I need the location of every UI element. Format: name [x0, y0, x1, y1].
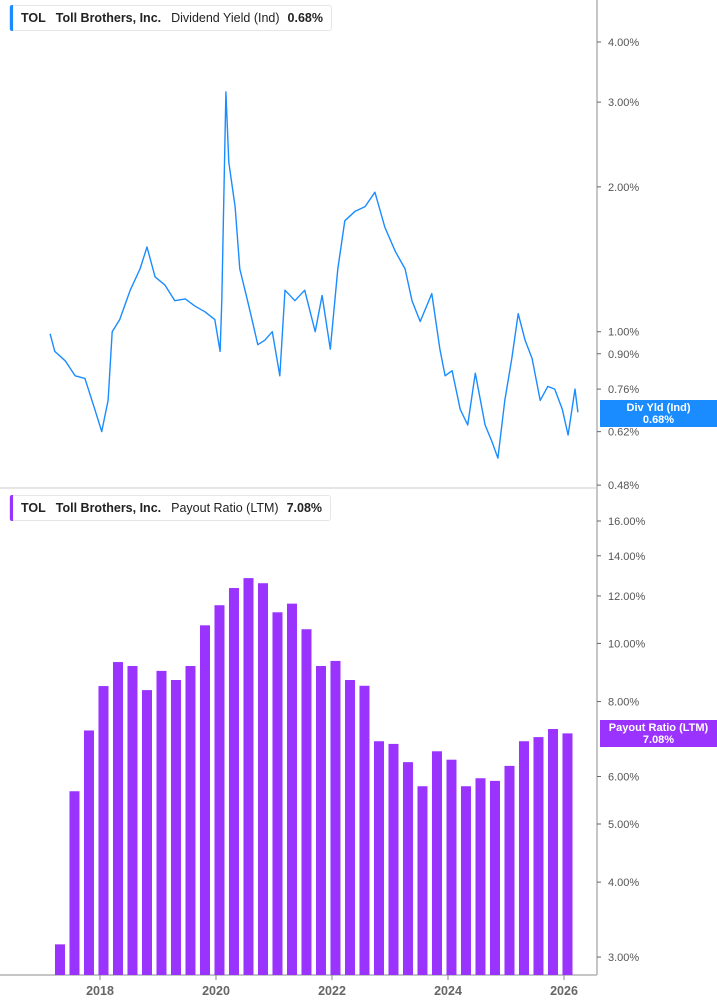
- payout-bar: [98, 686, 109, 975]
- payout-bar: [388, 743, 399, 975]
- yield-axis-tick-label: 0.90%: [608, 349, 639, 361]
- payout-bar: [272, 612, 283, 975]
- payout-axis-tick-label: 8.00%: [608, 697, 639, 709]
- payout-bar: [199, 625, 210, 975]
- x-tick-label: 2024: [434, 984, 462, 998]
- payout-bar: [373, 741, 384, 975]
- company-name: Toll Brothers, Inc.: [55, 501, 162, 515]
- payout-axis-tick-label: 12.00%: [608, 591, 646, 603]
- payout-axis-tick-label: 6.00%: [608, 772, 639, 784]
- payout-bar: [141, 690, 152, 975]
- payout-bar: [185, 666, 196, 975]
- tag-label: Payout Ratio (LTM): [608, 722, 709, 734]
- payout-bar: [257, 583, 268, 975]
- yield-axis-tick-label: 4.00%: [608, 37, 639, 49]
- ticker: TOL: [21, 501, 46, 515]
- x-tick-label: 2026: [550, 984, 578, 998]
- x-tick-label: 2022: [318, 984, 346, 998]
- payout-bar: [562, 733, 573, 975]
- current-payout-tag: Payout Ratio (LTM) 7.08%: [600, 720, 717, 747]
- series-color-swatch: [10, 495, 13, 521]
- ticker: TOL: [21, 11, 46, 25]
- bottom-legend: TOL Toll Brothers, Inc. Payout Ratio (LT…: [9, 495, 332, 521]
- yield-axis-tick-label: 1.00%: [608, 327, 639, 339]
- tag-value: 0.68%: [642, 414, 675, 426]
- payout-bar: [402, 762, 413, 975]
- dividend-yield-line: [49, 91, 579, 459]
- metric-value: 7.08%: [286, 501, 323, 515]
- payout-bar: [83, 730, 94, 975]
- metric-name: Dividend Yield (Ind): [171, 11, 280, 25]
- x-tick-label: 2020: [202, 984, 230, 998]
- yield-axis-tick-label: 2.00%: [608, 182, 639, 194]
- payout-bar: [359, 685, 370, 975]
- payout-axis-tick-label: 16.00%: [608, 516, 646, 528]
- payout-bar: [301, 629, 312, 975]
- payout-bar: [54, 944, 65, 975]
- tag-label: Div Yld (Ind): [626, 402, 691, 414]
- metric-name: Payout Ratio (LTM): [171, 501, 279, 515]
- payout-bar: [214, 605, 225, 975]
- payout-bar: [170, 680, 181, 975]
- payout-bar: [344, 680, 355, 975]
- company-name: Toll Brothers, Inc.: [55, 11, 162, 25]
- payout-bar: [518, 741, 529, 975]
- payout-bar: [286, 603, 297, 975]
- yield-axis-tick-label: 0.76%: [608, 384, 639, 396]
- payout-bar: [431, 751, 442, 975]
- payout-bar: [533, 737, 544, 975]
- yield-axis-tick-label: 0.48%: [608, 480, 639, 492]
- payout-bar: [489, 780, 500, 975]
- payout-axis-tick-label: 4.00%: [608, 877, 639, 889]
- current-yield-tag: Div Yld (Ind) 0.68%: [600, 400, 717, 427]
- payout-axis-tick-label: 5.00%: [608, 819, 639, 831]
- series-color-swatch: [10, 5, 13, 31]
- payout-bar: [446, 759, 457, 975]
- payout-bar: [127, 666, 138, 975]
- x-tick-label: 2018: [86, 984, 114, 998]
- tag-value: 7.08%: [642, 734, 675, 746]
- payout-bar: [243, 578, 254, 975]
- yield-axis-tick-label: 3.00%: [608, 97, 639, 109]
- yield-axis-tick-label: 0.62%: [608, 427, 639, 439]
- payout-bar: [460, 786, 471, 975]
- payout-bar: [69, 791, 80, 975]
- top-legend: TOL Toll Brothers, Inc. Dividend Yield (…: [9, 5, 332, 31]
- payout-bar: [504, 765, 515, 975]
- payout-bar: [330, 660, 341, 975]
- payout-bar: [315, 666, 326, 975]
- payout-bar: [156, 670, 167, 975]
- payout-axis-tick-label: 3.00%: [608, 952, 639, 964]
- payout-bar: [475, 778, 486, 975]
- payout-bar: [228, 588, 239, 975]
- payout-axis-tick-label: 14.00%: [608, 551, 646, 563]
- payout-axis-tick-label: 10.00%: [608, 638, 646, 650]
- metric-value: 0.68%: [287, 11, 323, 25]
- payout-bar: [112, 662, 123, 975]
- payout-bar: [417, 786, 428, 975]
- payout-bar: [547, 729, 558, 975]
